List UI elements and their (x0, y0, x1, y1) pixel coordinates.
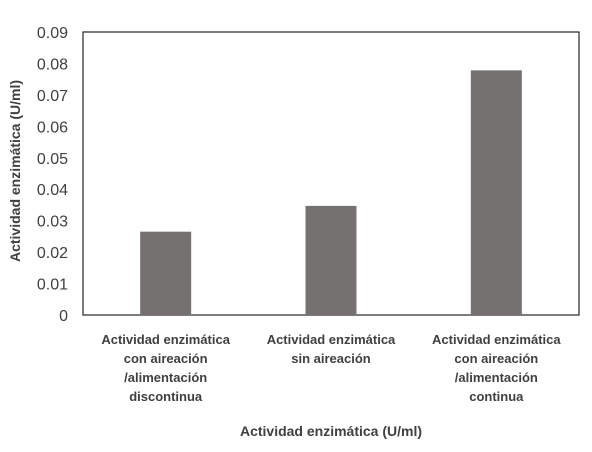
y-axis-title: Actividad enzimática (U/ml) (7, 80, 23, 262)
x-category-label-line: sin aireación (291, 351, 371, 366)
bar (470, 70, 522, 316)
x-category-label-line: Actividad enzimática (432, 332, 561, 347)
x-category-label-line: /alimentación (455, 370, 538, 385)
bars (140, 70, 522, 316)
x-category-label: Actividad enzimática con aireación/alimen… (432, 332, 561, 404)
y-tick-label: 0.01 (37, 277, 68, 294)
x-category-label-line: con aireación (124, 351, 208, 366)
y-tick-label: 0 (59, 308, 68, 325)
x-axis-title: Actividad enzimática (U/ml) (240, 423, 422, 439)
y-tick-label: 0.02 (37, 245, 68, 262)
y-tick-label: 0.05 (37, 151, 68, 168)
x-category-label-line: con aireación (454, 351, 538, 366)
y-tick-label: 0.04 (37, 182, 68, 199)
x-category-label: Actividad enzimática sin aireación (267, 332, 396, 366)
y-tick-label: 0.08 (37, 56, 68, 73)
x-category-label: Actividad enzimática con aireación/alimen… (101, 332, 230, 404)
bar (305, 205, 357, 315)
x-category-label-line: discontinua (129, 389, 203, 404)
x-axis-categories: Actividad enzimática con aireación/alimen… (101, 332, 561, 404)
y-tick-label: 0.03 (37, 214, 68, 231)
x-category-label-line: Actividad enzimática (267, 332, 396, 347)
y-tick-label: 0.07 (37, 88, 68, 105)
y-tick-label: 0.06 (37, 119, 68, 136)
x-category-label-line: Actividad enzimática (101, 332, 230, 347)
bar (140, 231, 192, 315)
y-axis-ticks: 0 0.01 0.02 0.03 0.04 0.05 0.06 0.07 0.08 0.09 (37, 25, 68, 325)
x-category-label-line: continua (469, 389, 524, 404)
y-tick-label: 0.09 (37, 25, 68, 42)
x-category-label-line: /alimentación (124, 370, 207, 385)
